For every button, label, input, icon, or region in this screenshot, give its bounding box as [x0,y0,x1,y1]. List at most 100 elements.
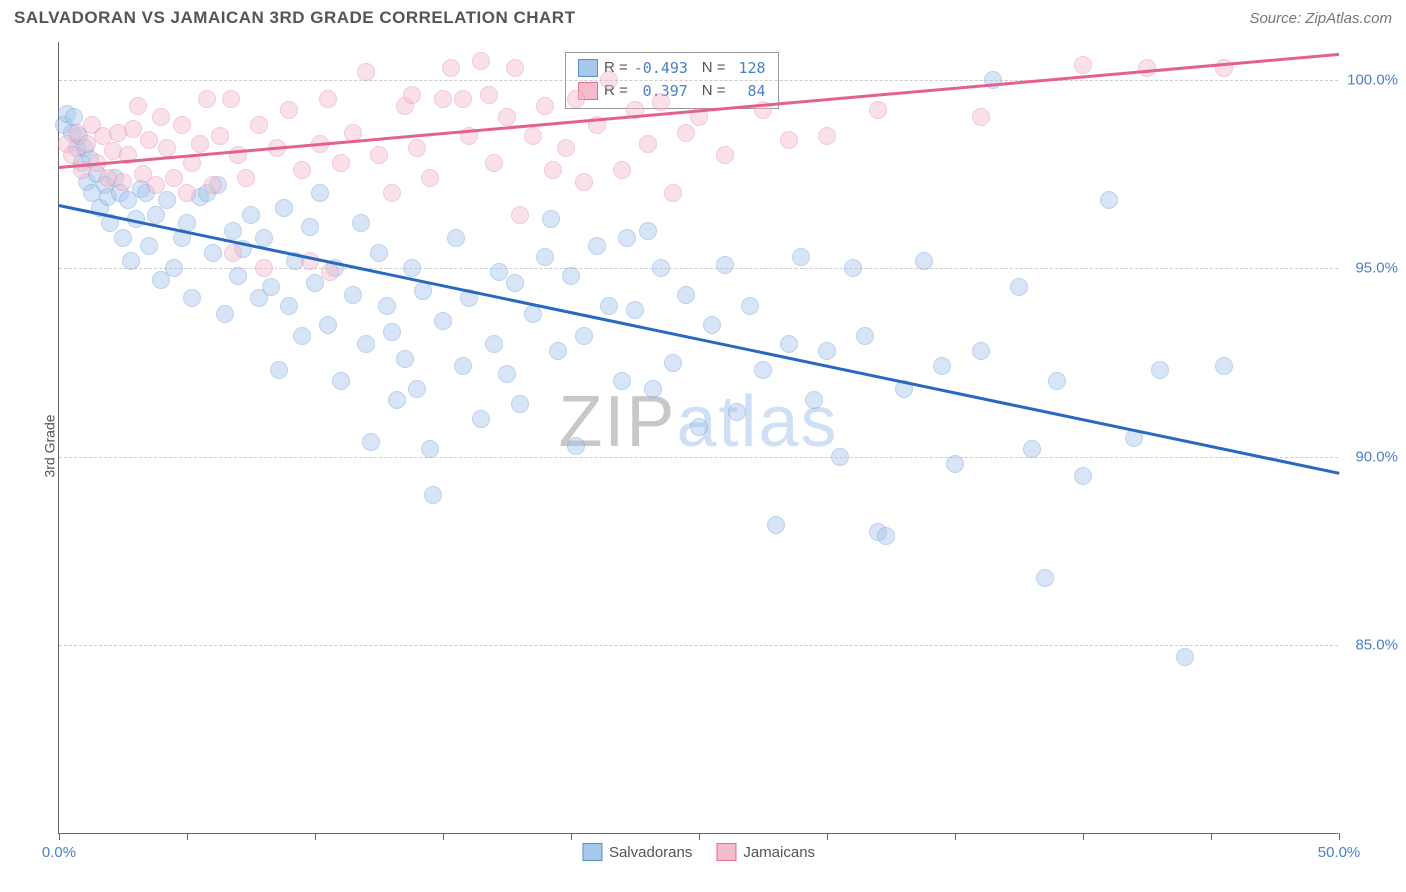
scatter-point [877,527,895,545]
scatter-point [280,297,298,315]
scatter-point [677,286,695,304]
scatter-point [780,335,798,353]
scatter-point [703,316,721,334]
x-tick-label: 0.0% [42,844,76,861]
scatter-point [454,357,472,375]
scatter-point [396,350,414,368]
scatter-point [767,516,785,534]
scatter-point [229,267,247,285]
scatter-point [383,323,401,341]
legend-label: Jamaicans [743,844,815,861]
x-tick [187,833,188,840]
scatter-point [321,263,339,281]
gridline [59,80,1338,81]
scatter-point [191,135,209,153]
n-value: 84 [732,80,766,103]
scatter-point [147,176,165,194]
scatter-point [524,127,542,145]
scatter-point [370,244,388,262]
x-tick [1339,833,1340,840]
scatter-point [242,206,260,224]
y-axis-label: 3rd Grade [42,414,58,477]
scatter-point [485,335,503,353]
scatter-point [915,252,933,270]
scatter-point [114,173,132,191]
scatter-point [211,127,229,145]
scatter-point [414,282,432,300]
y-tick-label: 85.0% [1343,637,1398,654]
scatter-point [255,259,273,277]
scatter-point [805,391,823,409]
scatter-point [224,222,242,240]
scatter-point [262,278,280,296]
scatter-point [600,297,618,315]
y-tick-label: 100.0% [1343,71,1398,88]
scatter-point [165,259,183,277]
series-legend: SalvadoransJamaicans [582,843,815,861]
gridline [59,457,1338,458]
scatter-point [424,486,442,504]
scatter-point [600,71,618,89]
scatter-point [575,327,593,345]
scatter-point [319,90,337,108]
scatter-point [454,90,472,108]
scatter-point [485,154,503,172]
scatter-point [536,97,554,115]
scatter-point [557,139,575,157]
scatter-point [498,365,516,383]
scatter-point [204,176,222,194]
scatter-point [124,120,142,138]
scatter-point [618,229,636,247]
scatter-point [1176,648,1194,666]
scatter-point [716,256,734,274]
scatter-point [224,244,242,262]
scatter-point [792,248,810,266]
scatter-point [498,108,516,126]
n-label: N = [702,57,726,80]
scatter-point [198,90,216,108]
scatter-point [388,391,406,409]
x-tick [699,833,700,840]
scatter-point [237,169,255,187]
scatter-point [140,237,158,255]
scatter-point [677,124,695,142]
gridline [59,645,1338,646]
scatter-point [652,259,670,277]
scatter-point [222,90,240,108]
scatter-point [1048,372,1066,390]
scatter-point [856,327,874,345]
scatter-point [255,229,273,247]
scatter-point [741,297,759,315]
x-tick [59,833,60,840]
scatter-point [403,86,421,104]
scatter-point [831,448,849,466]
scatter-point [421,169,439,187]
scatter-point [490,263,508,281]
scatter-point [129,97,147,115]
y-tick-label: 95.0% [1343,260,1398,277]
scatter-point [378,297,396,315]
scatter-point [933,357,951,375]
y-tick-label: 90.0% [1343,448,1398,465]
scatter-point [178,184,196,202]
x-tick-label: 50.0% [1318,844,1361,861]
scatter-point [311,184,329,202]
scatter-point [421,440,439,458]
scatter-point [434,312,452,330]
scatter-point [357,63,375,81]
x-tick [955,833,956,840]
scatter-point [1010,278,1028,296]
scatter-point [158,139,176,157]
scatter-point [122,252,140,270]
legend-item: Jamaicans [716,843,815,861]
legend-swatch [582,843,602,861]
scatter-point [352,214,370,232]
x-tick [443,833,444,840]
scatter-point [575,173,593,191]
chart-plot-area: ZIPatlas R =-0.493N =128R =0.397N =84 Sa… [58,42,1338,834]
scatter-point [542,210,560,228]
scatter-point [147,206,165,224]
scatter-point [652,93,670,111]
scatter-point [506,274,524,292]
scatter-point [511,206,529,224]
